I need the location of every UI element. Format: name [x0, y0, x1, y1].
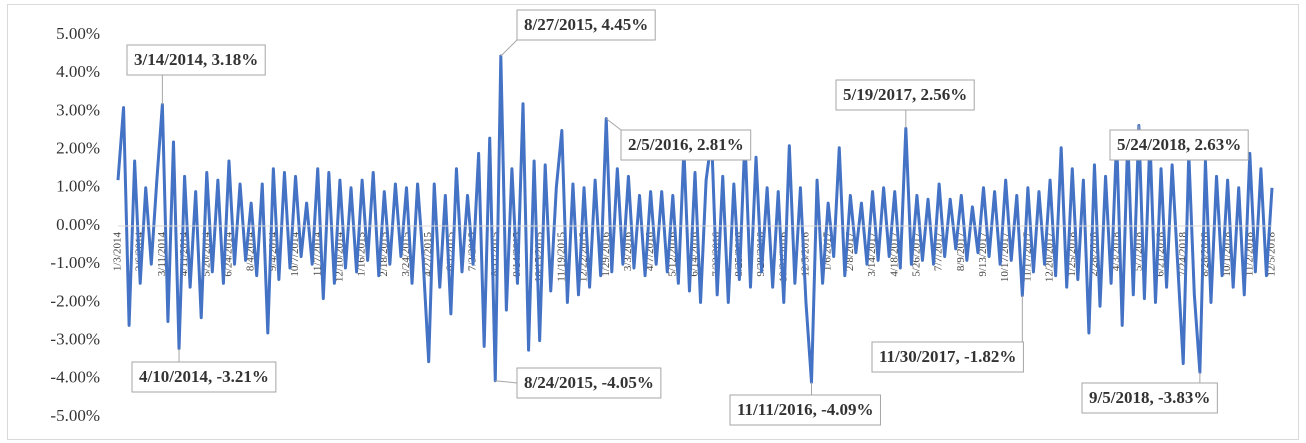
annotation-leader [500, 39, 518, 57]
annotation: 11/11/2016, -4.09% [729, 394, 881, 426]
annotation-box [516, 9, 656, 41]
annotation-label: 2/5/2016, 2.81% [628, 135, 744, 154]
annotation-label: 8/27/2015, 4.45% [524, 15, 648, 34]
annotation-box [1081, 382, 1218, 414]
y-tick-label: 2.00% [56, 139, 100, 158]
annotation-box [126, 44, 266, 76]
annotation: 8/24/2015, -4.05% [516, 367, 662, 399]
annotation-leader [495, 380, 518, 384]
annotation: 5/24/2018, 2.63% [1109, 129, 1249, 161]
y-tick-label: -1.00% [50, 253, 100, 272]
x-tick-label: 1/3/2014 [112, 232, 124, 272]
y-tick-label: 0.00% [56, 215, 100, 234]
annotation-box [620, 129, 752, 161]
y-tick-label: 4.00% [56, 62, 100, 81]
annotation-label: 8/24/2015, -4.05% [524, 373, 654, 392]
y-tick-label: -3.00% [50, 330, 100, 349]
annotation-box [729, 394, 881, 426]
annotation-box [516, 367, 662, 399]
y-tick-label: 3.00% [56, 100, 100, 119]
annotation-label: 5/19/2017, 2.56% [843, 85, 967, 104]
annotation-label: 11/30/2017, -1.82% [879, 347, 1016, 366]
y-tick-label: -4.00% [50, 368, 100, 387]
annotation-label: 9/5/2018, -3.83% [1089, 388, 1210, 407]
y-tick-label: -5.00% [50, 406, 100, 425]
annotation-label: 4/10/2014, -3.21% [139, 367, 269, 386]
annotation: 8/27/2015, 4.45% [516, 9, 656, 41]
annotation-box [131, 361, 277, 393]
annotation-box [1109, 129, 1249, 161]
annotation: 4/10/2014, -3.21% [131, 361, 277, 393]
annotation: 11/30/2017, -1.82% [871, 341, 1024, 373]
y-tick-label: 1.00% [56, 177, 100, 196]
annotation: 5/19/2017, 2.56% [835, 79, 975, 111]
y-tick-label: 5.00% [56, 24, 100, 43]
annotation-box [835, 79, 975, 111]
annotation: 2/5/2016, 2.81% [620, 129, 752, 161]
annotation-label: 3/14/2014, 3.18% [134, 50, 258, 69]
y-tick-label: -2.00% [50, 291, 100, 310]
annotation: 3/14/2014, 3.18% [126, 44, 266, 76]
annotation-box [871, 341, 1024, 373]
annotation-leader [605, 118, 622, 131]
series-line [116, 54, 1274, 384]
annotation-label: 11/11/2016, -4.09% [737, 400, 873, 419]
annotation-label: 5/24/2018, 2.63% [1117, 135, 1241, 154]
annotation: 9/5/2018, -3.83% [1081, 382, 1218, 414]
